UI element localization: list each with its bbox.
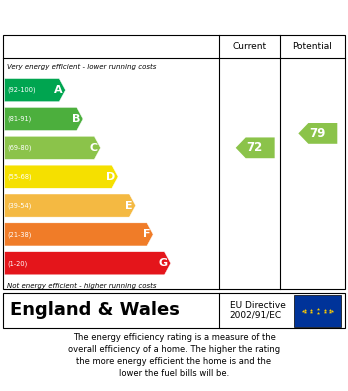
- Text: (69-80): (69-80): [8, 145, 32, 151]
- Polygon shape: [236, 138, 275, 158]
- Polygon shape: [5, 79, 65, 102]
- Text: (81-91): (81-91): [8, 116, 32, 122]
- Text: B: B: [72, 114, 80, 124]
- Text: D: D: [106, 172, 115, 182]
- Text: G: G: [159, 258, 168, 268]
- Polygon shape: [298, 123, 337, 144]
- Text: F: F: [143, 230, 150, 239]
- Polygon shape: [5, 194, 136, 217]
- Text: (1-20): (1-20): [8, 260, 28, 267]
- Polygon shape: [5, 136, 101, 160]
- Text: 79: 79: [309, 127, 325, 140]
- Text: Current: Current: [232, 42, 267, 51]
- Text: Energy Efficiency Rating: Energy Efficiency Rating: [14, 9, 215, 23]
- Text: C: C: [90, 143, 98, 153]
- Polygon shape: [5, 108, 83, 131]
- Bar: [294, 295, 341, 327]
- Text: Not energy efficient - higher running costs: Not energy efficient - higher running co…: [7, 282, 157, 289]
- Polygon shape: [5, 223, 153, 246]
- Text: (92-100): (92-100): [8, 87, 36, 93]
- Text: Potential: Potential: [292, 42, 332, 51]
- Text: The energy efficiency rating is a measure of the
overall efficiency of a home. T: The energy efficiency rating is a measur…: [68, 334, 280, 378]
- Text: (21-38): (21-38): [8, 231, 32, 238]
- Text: (55-68): (55-68): [8, 174, 32, 180]
- Text: EU Directive
2002/91/EC: EU Directive 2002/91/EC: [230, 301, 286, 320]
- Text: E: E: [125, 201, 133, 210]
- Text: England & Wales: England & Wales: [10, 301, 180, 319]
- Text: (39-54): (39-54): [8, 202, 32, 209]
- Polygon shape: [5, 252, 171, 275]
- Polygon shape: [5, 165, 118, 188]
- Text: 72: 72: [247, 141, 263, 154]
- Text: Very energy efficient - lower running costs: Very energy efficient - lower running co…: [7, 64, 156, 70]
- Text: A: A: [54, 85, 63, 95]
